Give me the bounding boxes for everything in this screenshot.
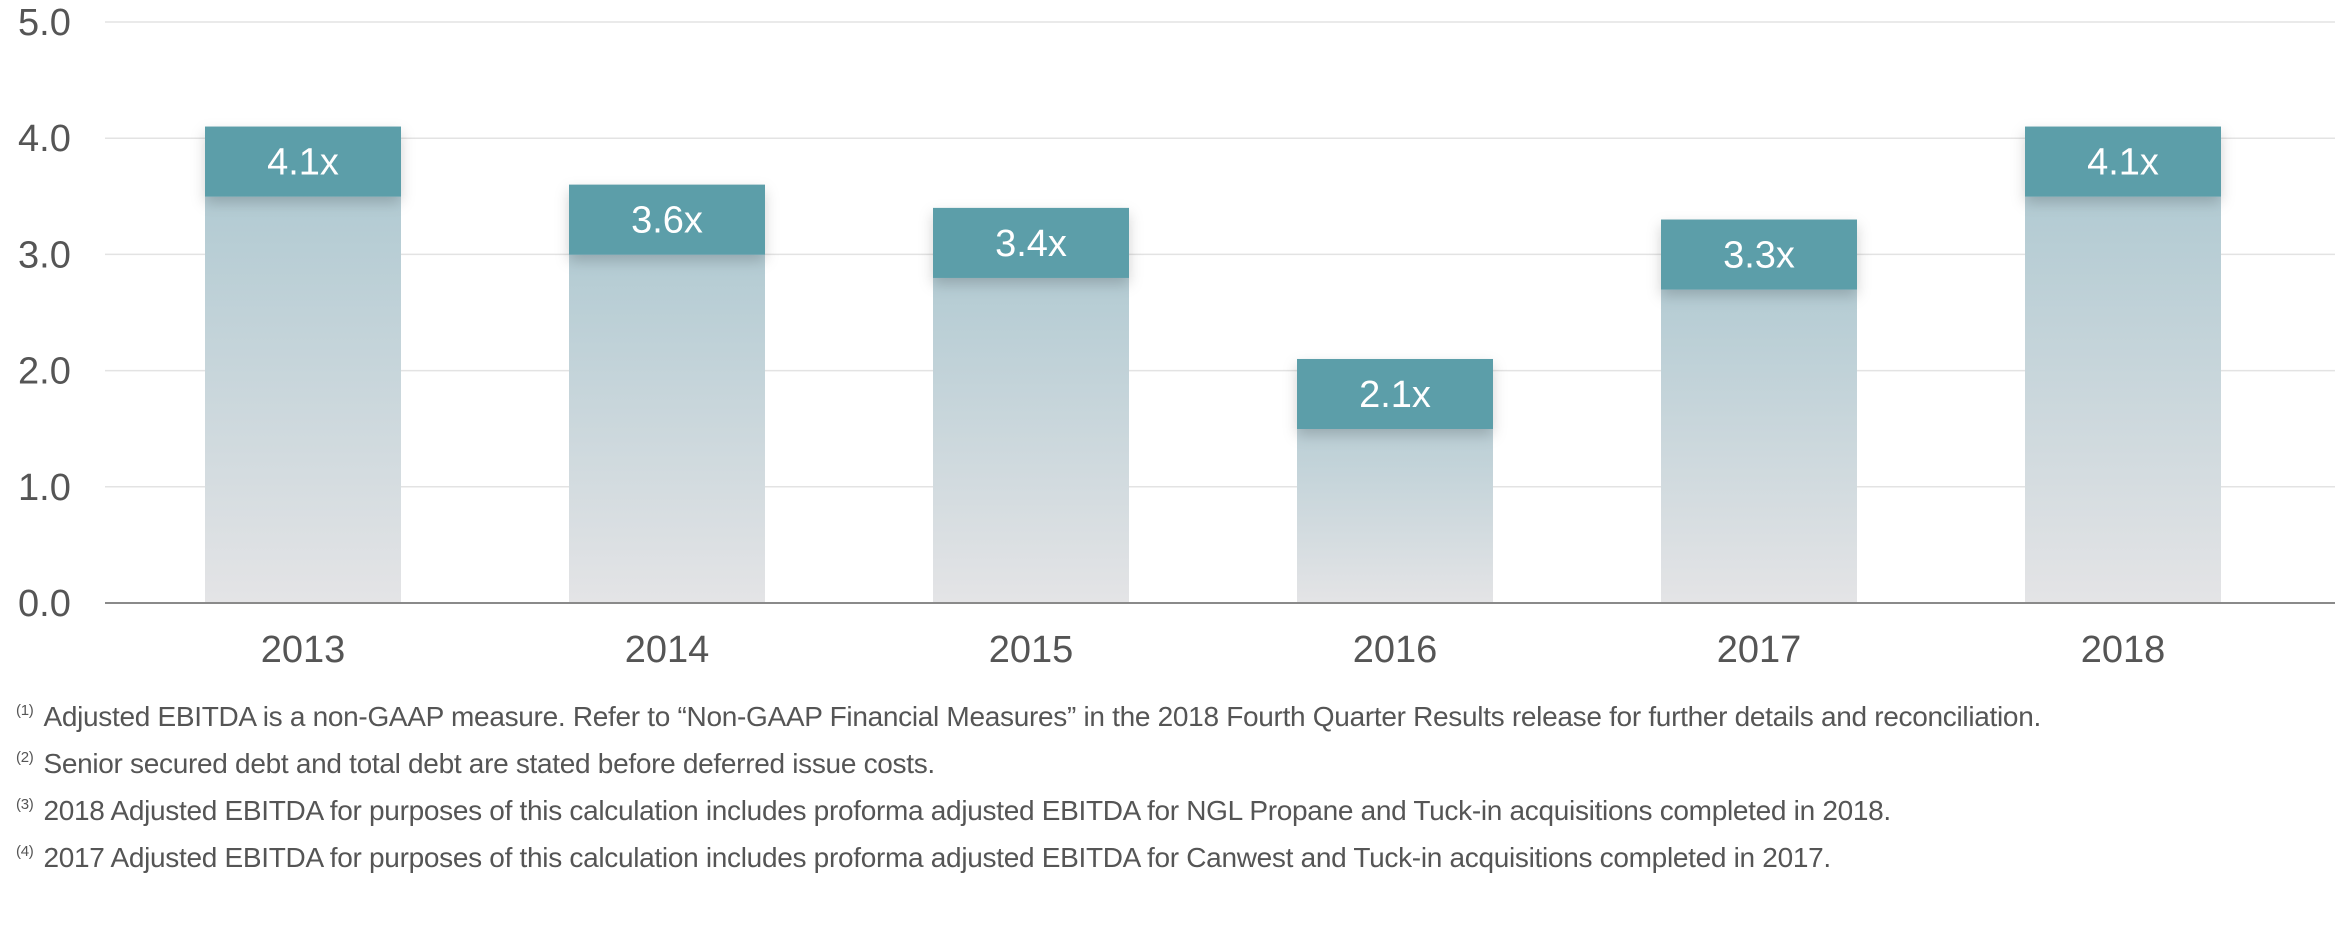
data-label: 4.1x — [2087, 142, 2159, 184]
x-tick-label: 2017 — [1717, 629, 1802, 671]
y-tick-label: 0.0 — [18, 583, 71, 625]
x-tick-label: 2016 — [1353, 629, 1438, 671]
data-label-box — [1297, 358, 1493, 429]
data-label: 3.4x — [995, 223, 1067, 265]
axes: 0.0 1.0 2.0 3.0 4.0 5.0 2013 2014 2015 2016 2017 20… — [18, 2, 2335, 671]
footnote-2: (2) Senior secured debt and total debt ar… — [16, 737, 2316, 784]
data-label-box — [205, 126, 401, 197]
y-tick-label: 5.0 — [18, 2, 71, 44]
x-tick-label: 2018 — [2081, 629, 2166, 671]
footnote-marker: (2) — [16, 749, 34, 766]
data-label-box — [569, 184, 765, 255]
leverage-bar-chart: 4.1x 3.6x 3.4x 2.1x 3.3x 4.1x 0.0 1.0 2.0 3.0 4.0… — [18, 2, 2335, 671]
x-tick-label: 2015 — [989, 629, 1074, 671]
footnote-text: 2017 Adjusted EBITDA for purposes of thi… — [43, 842, 1831, 873]
data-label: 3.3x — [1723, 235, 1795, 277]
data-label-box — [1661, 219, 1857, 290]
footnotes: (1) Adjusted EBITDA is a non-GAAP measure… — [16, 690, 2316, 878]
data-label-box — [933, 207, 1129, 278]
bar-2018 — [2025, 126, 2221, 603]
footnote-3: (3) 2018 Adjusted EBITDA for purposes of … — [16, 784, 2316, 831]
footnote-marker: (1) — [16, 702, 34, 719]
y-tick-label: 3.0 — [18, 234, 71, 276]
footnote-text: Senior secured debt and total debt are s… — [43, 748, 935, 779]
data-label: 4.1x — [267, 142, 339, 184]
y-tick-label: 2.0 — [18, 351, 71, 393]
footnote-4: (4) 2017 Adjusted EBITDA for purposes of … — [16, 831, 2316, 878]
footnote-text: 2018 Adjusted EBITDA for purposes of thi… — [43, 795, 1891, 826]
y-tick-label: 4.0 — [18, 118, 71, 160]
data-label: 2.1x — [1359, 374, 1431, 416]
gridlines — [105, 21, 2335, 488]
footnote-text: Adjusted EBITDA is a non-GAAP measure. R… — [43, 701, 2041, 732]
y-tick-label: 1.0 — [18, 467, 71, 509]
bars: 4.1x 3.6x 3.4x 2.1x 3.3x 4.1x — [205, 126, 2221, 604]
x-tick-label: 2013 — [261, 629, 346, 671]
footnote-marker: (3) — [16, 796, 34, 813]
data-label: 3.6x — [631, 200, 703, 242]
footnote-1: (1) Adjusted EBITDA is a non-GAAP measure… — [16, 690, 2316, 737]
data-label-box — [2025, 126, 2221, 197]
footnote-marker: (4) — [16, 843, 34, 860]
x-tick-label: 2014 — [625, 629, 710, 671]
bar-2013 — [205, 126, 401, 603]
